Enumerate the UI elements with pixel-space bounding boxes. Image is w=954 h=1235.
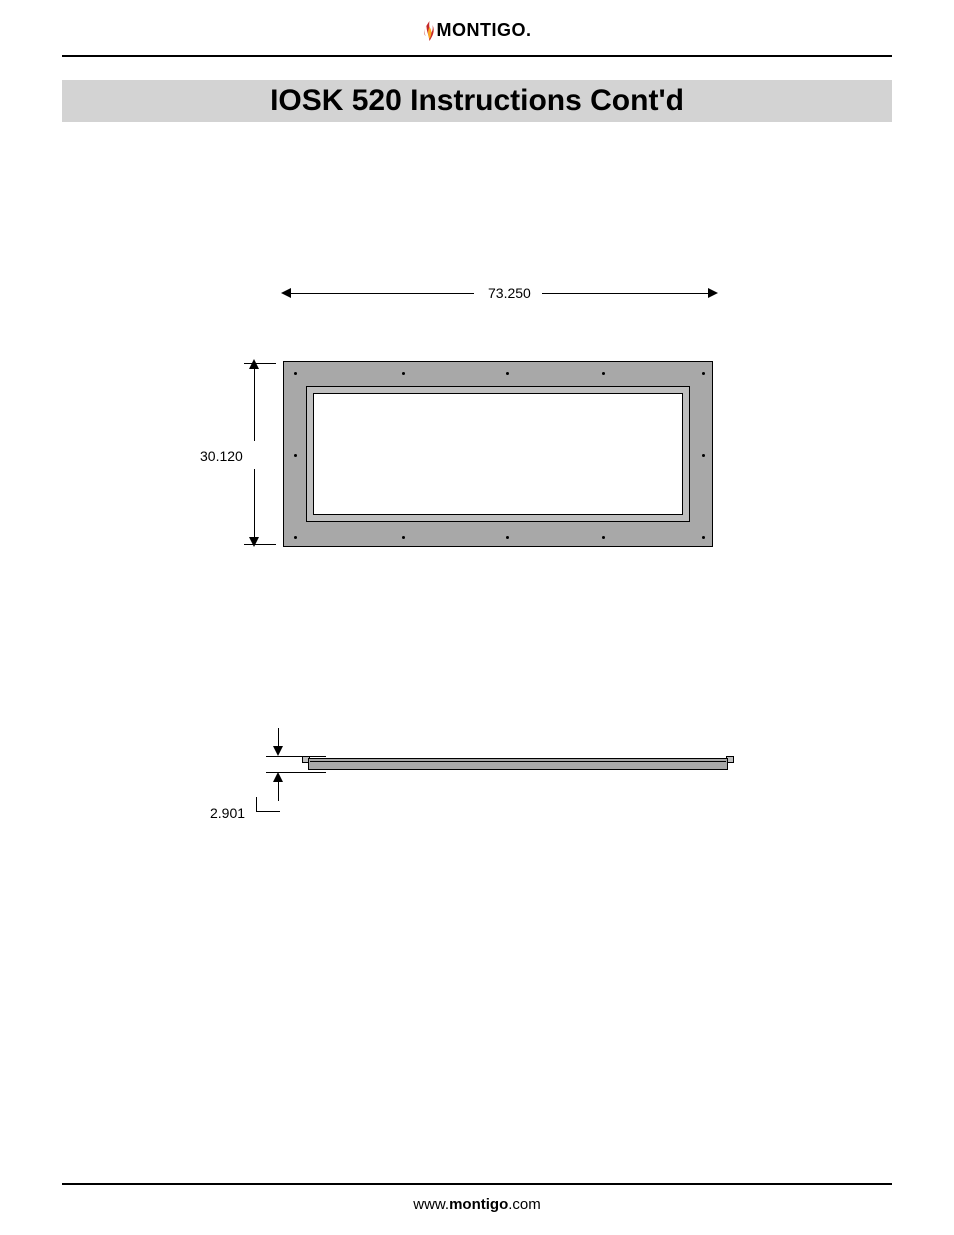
- width-dimension-label: 73.250: [488, 285, 531, 301]
- top-plate: [308, 758, 728, 770]
- footer-rule: [62, 1183, 892, 1185]
- screw-icon: [294, 454, 297, 457]
- brand-header: MONTIGO .: [422, 20, 531, 41]
- depth-dimension-label: 2.901: [210, 805, 245, 821]
- screw-icon: [702, 454, 705, 457]
- brand-name: MONTIGO: [436, 20, 526, 41]
- width-dim-line: [542, 293, 712, 294]
- arrow-up-icon: [273, 772, 283, 782]
- height-dimension-label: 30.120: [200, 448, 243, 464]
- front-middle-frame: [306, 386, 690, 522]
- front-view-diagram: 73.250 30.120: [208, 285, 738, 565]
- depth-leader: [256, 811, 280, 812]
- footer-url: www.montigo.com: [413, 1196, 541, 1213]
- depth-tick: [266, 756, 326, 757]
- depth-tick: [266, 772, 326, 773]
- screw-icon: [402, 536, 405, 539]
- arrow-up-icon: [249, 359, 259, 369]
- screw-icon: [602, 536, 605, 539]
- footer-post: .com: [508, 1196, 541, 1213]
- flame-icon: [422, 21, 436, 41]
- front-glass-panel: [313, 393, 683, 515]
- depth-dim-line: [278, 779, 279, 801]
- screw-icon: [294, 372, 297, 375]
- height-dim-line: [254, 469, 255, 541]
- top-view-diagram: 2.901: [208, 720, 738, 840]
- footer-pre: www.: [413, 1196, 449, 1213]
- height-dim-line: [254, 365, 255, 441]
- header-rule: [62, 55, 892, 57]
- screw-icon: [702, 536, 705, 539]
- arrow-left-icon: [281, 288, 291, 298]
- arrow-right-icon: [708, 288, 718, 298]
- depth-leader: [256, 797, 257, 811]
- width-dim-line: [286, 293, 474, 294]
- title-band: IOSK 520 Instructions Cont'd: [62, 80, 892, 122]
- screw-icon: [294, 536, 297, 539]
- brand-suffix: .: [526, 20, 532, 41]
- screw-icon: [402, 372, 405, 375]
- top-inner-line: [310, 761, 726, 762]
- screw-icon: [506, 372, 509, 375]
- screw-icon: [602, 372, 605, 375]
- page: MONTIGO . IOSK 520 Instructions Cont'd 7…: [0, 0, 954, 1235]
- screw-icon: [506, 536, 509, 539]
- footer-bold: montigo: [449, 1196, 508, 1213]
- screw-icon: [702, 372, 705, 375]
- front-outer-frame: [283, 361, 713, 547]
- page-title: IOSK 520 Instructions Cont'd: [270, 84, 684, 118]
- arrow-down-icon: [273, 746, 283, 756]
- arrow-down-icon: [249, 537, 259, 547]
